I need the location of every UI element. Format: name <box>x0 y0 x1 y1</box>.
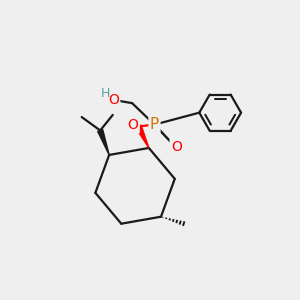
Text: O: O <box>171 140 182 154</box>
Text: P: P <box>150 117 159 132</box>
Polygon shape <box>98 130 109 155</box>
Polygon shape <box>136 125 149 148</box>
Text: O: O <box>108 92 119 106</box>
Text: H: H <box>101 87 110 100</box>
Text: O: O <box>128 118 139 132</box>
